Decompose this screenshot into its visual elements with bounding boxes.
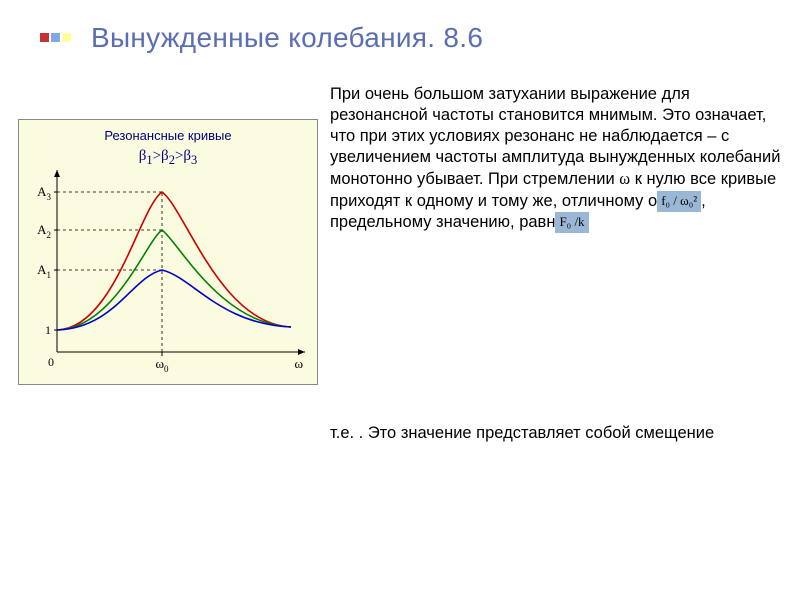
svg-text:A1: A1 bbox=[37, 262, 51, 280]
resonance-chart: Резонансные кривые β1>β2>β3 0ω0ω1A1A2A3 bbox=[18, 119, 318, 385]
svg-text:ω0: ω0 bbox=[155, 356, 169, 374]
footer-text: т.е. . Это значение представляет собой с… bbox=[330, 424, 714, 442]
svg-text:A3: A3 bbox=[37, 184, 51, 202]
svg-text:1: 1 bbox=[45, 323, 51, 337]
bullet-1 bbox=[40, 33, 49, 42]
page-title: Вынужденные колебания. 8.6 bbox=[91, 22, 483, 54]
equation-2: F₀ /k bbox=[555, 212, 588, 233]
svg-text:ω: ω bbox=[294, 356, 303, 371]
title-bullets bbox=[40, 29, 73, 47]
bullet-3 bbox=[62, 33, 71, 42]
svg-text:A2: A2 bbox=[37, 222, 51, 240]
footer-paragraph: т.е. . Это значение представляет собой с… bbox=[0, 385, 800, 444]
bullet-2 bbox=[51, 33, 60, 42]
main-paragraph: При очень большом затухании выражение дл… bbox=[330, 84, 782, 233]
svg-text:0: 0 bbox=[48, 355, 54, 369]
omega-symbol: ω bbox=[619, 169, 630, 188]
equation-1: f₀ / ω₀² bbox=[657, 191, 701, 212]
